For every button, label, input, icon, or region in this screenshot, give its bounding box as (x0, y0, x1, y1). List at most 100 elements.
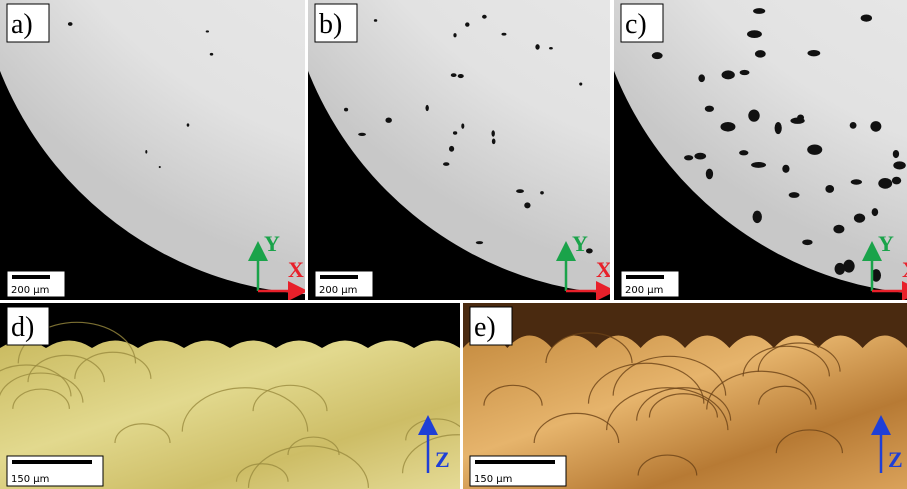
panel: a) 200 μm YX (0, 0, 305, 300)
label-box (314, 3, 358, 43)
pore (540, 191, 544, 195)
pore (205, 30, 210, 33)
pore (748, 109, 760, 122)
pore (893, 161, 906, 170)
melt-pool-boundary (775, 429, 844, 454)
label-box (620, 3, 664, 43)
melt-pool-boundary (181, 387, 309, 432)
panel-label: e) (474, 312, 496, 343)
melt-pool-boundary (252, 384, 328, 412)
pore (586, 248, 593, 254)
melt-pool-boundary (612, 355, 727, 396)
specimen (614, 0, 907, 293)
pore (843, 259, 855, 273)
pore (501, 32, 507, 36)
melt-pool-boundary (0, 372, 84, 403)
axis-label: Y (264, 231, 280, 256)
pore (145, 149, 148, 154)
pore (752, 210, 762, 224)
panel-label: d) (11, 312, 34, 343)
label-box (6, 306, 50, 346)
pore (186, 123, 190, 127)
pore (782, 164, 790, 173)
pore (461, 123, 465, 129)
melt-pool-boundary (483, 384, 543, 406)
axis-label: X (902, 257, 907, 282)
pore (482, 14, 487, 19)
pore (892, 149, 900, 159)
pore (802, 239, 813, 246)
pore (705, 168, 714, 180)
melt-pool-boundary (757, 342, 841, 372)
pore (871, 208, 879, 217)
pore (448, 145, 455, 152)
melt-pool-boundary (235, 463, 289, 482)
pore (751, 162, 767, 168)
pore (754, 50, 766, 58)
pore (385, 117, 392, 123)
pore (158, 165, 161, 169)
melt-pool-boundary (636, 387, 732, 421)
pore (853, 213, 866, 223)
melt-pool-boundary (287, 436, 340, 455)
pore (579, 82, 583, 86)
panel-label: b) (319, 9, 342, 40)
melt-pool-boundary (648, 393, 719, 418)
pore (825, 185, 835, 193)
pore (450, 73, 457, 78)
melt-pool-boundary (74, 351, 152, 379)
panel: b) 200 μm YX (308, 0, 612, 300)
pore (491, 138, 496, 145)
pore (453, 33, 457, 38)
scale-bar (475, 460, 555, 464)
pore (788, 192, 800, 198)
axis-label: X (596, 257, 612, 282)
deposit (463, 335, 907, 489)
pore (807, 49, 821, 57)
axis-label: X (288, 257, 304, 282)
pore (67, 22, 73, 26)
pore (833, 224, 845, 234)
pore (516, 189, 524, 194)
scale-bar-label: 150 μm (11, 474, 49, 485)
panel-label: a) (11, 9, 33, 40)
pore (774, 121, 782, 135)
scale-bar-label: 150 μm (474, 474, 512, 485)
scale-bar-label: 200 μm (319, 285, 357, 296)
scale-bar-label: 200 μm (625, 285, 663, 296)
axis-label: Z (435, 447, 450, 472)
pore (358, 132, 366, 137)
melt-pool-boundary (533, 412, 620, 443)
melt-pool-boundary (545, 332, 633, 364)
pore (834, 262, 846, 275)
scale-bar (12, 275, 50, 279)
panel: e) 150 μm Z (463, 303, 907, 489)
pore (684, 155, 694, 161)
label-box (6, 3, 50, 43)
pore (871, 269, 882, 282)
label-box (469, 306, 513, 346)
pore (373, 19, 378, 22)
axis-label: Y (878, 231, 894, 256)
pore (878, 178, 893, 189)
pore (849, 122, 857, 129)
pore (549, 47, 553, 50)
axis-label: Z (888, 447, 903, 472)
pore (739, 69, 750, 76)
scale-bar-label: 200 μm (11, 285, 49, 296)
melt-pool-boundary (742, 345, 831, 377)
panel-label: c) (625, 9, 647, 40)
pore (739, 150, 749, 156)
pore (452, 131, 458, 135)
pore (694, 152, 707, 160)
pore (753, 8, 766, 14)
pore (524, 202, 531, 209)
pore (465, 22, 470, 27)
pore (891, 176, 902, 185)
melt-pool-boundary (27, 354, 105, 383)
pore (797, 114, 805, 121)
specimen (308, 0, 610, 294)
pore (860, 14, 873, 22)
melt-pool-boundary (0, 364, 72, 397)
pore (343, 107, 349, 112)
